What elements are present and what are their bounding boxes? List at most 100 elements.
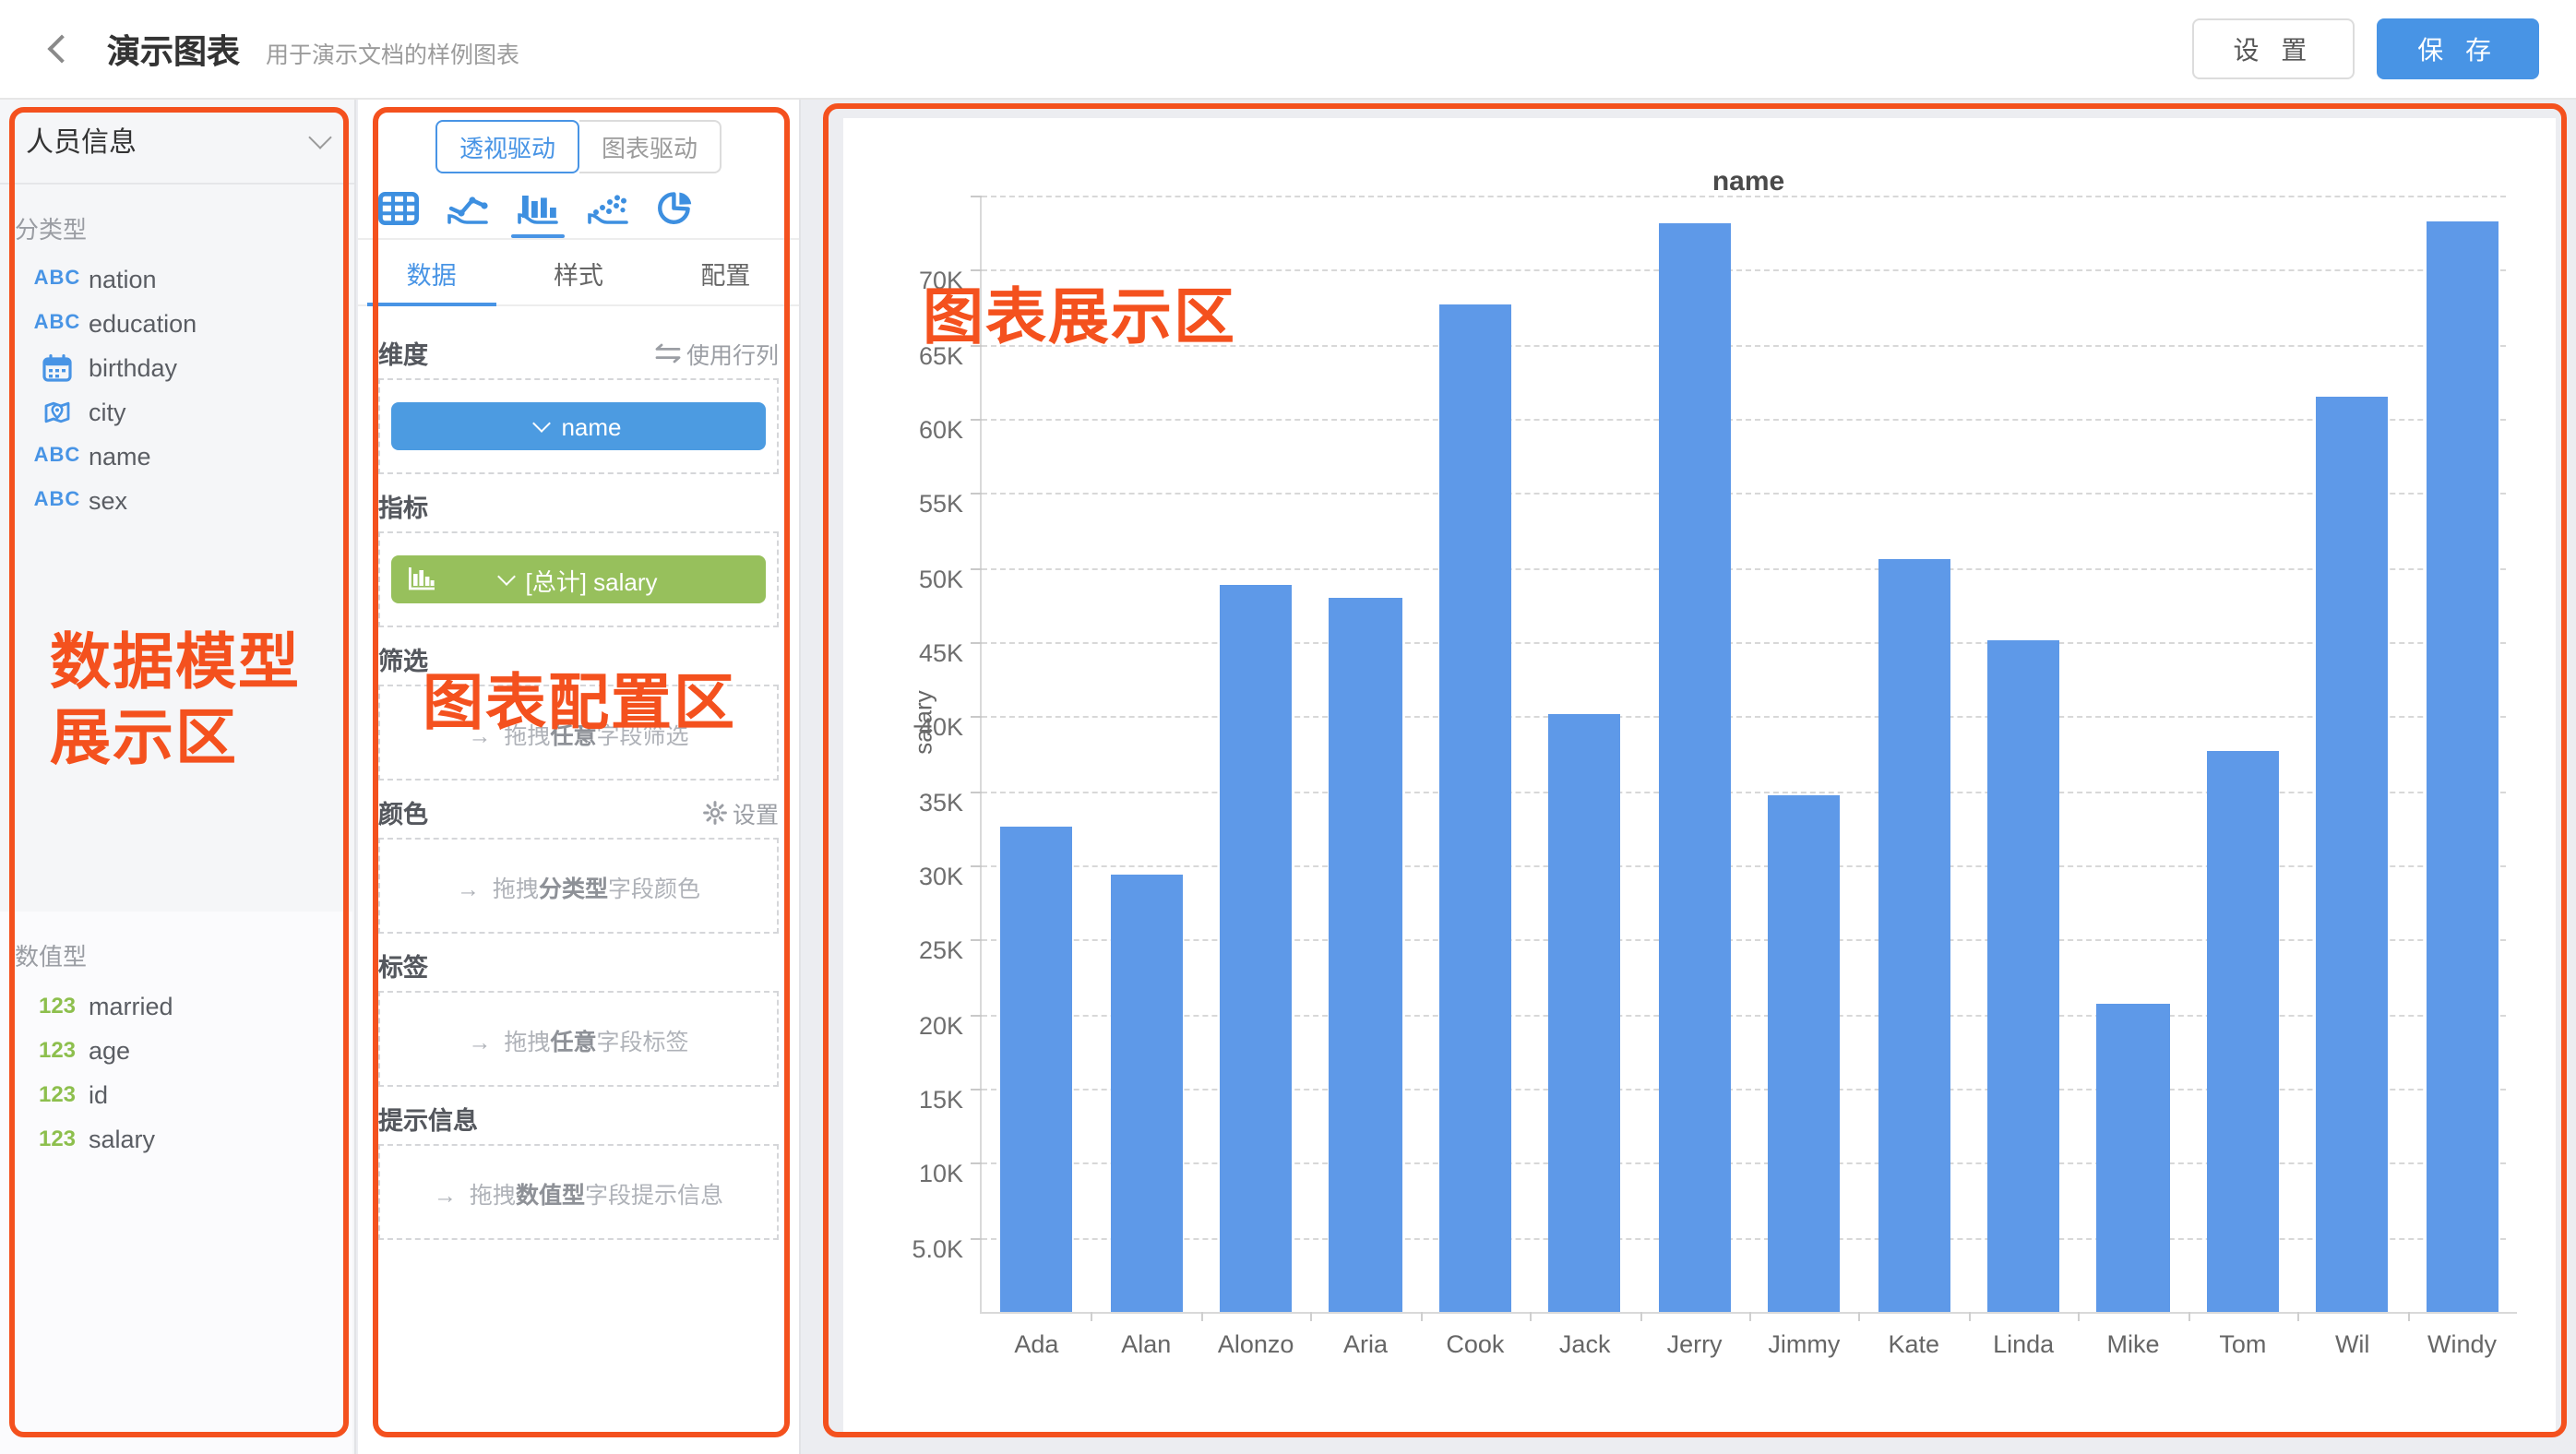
y-tick — [971, 269, 982, 272]
metric-label: 指标 — [378, 495, 428, 522]
bar-Ada — [1000, 827, 1073, 1312]
tooltip-hint: → 拖拽数值型字段提示信息 — [434, 1182, 723, 1208]
tooltip-section-label: 提示信息 — [378, 1107, 478, 1135]
label-dropzone[interactable]: → 拖拽任意字段标签 — [378, 991, 779, 1087]
x-tick — [1640, 1312, 1642, 1321]
pie-icon[interactable] — [657, 190, 694, 238]
bar-Alonzo — [1219, 585, 1293, 1312]
color-label: 颜色 — [378, 801, 428, 828]
y-axis-tick-label: 15K — [918, 1086, 963, 1114]
field-age[interactable]: 123 age — [38, 1036, 131, 1064]
metric-chip-salary[interactable]: [总计] salary — [391, 555, 766, 603]
line-chart-icon[interactable] — [447, 192, 489, 238]
x-tick — [1091, 1312, 1093, 1321]
bar-Aria — [1329, 597, 1402, 1312]
field-birthday[interactable]: birthday — [0, 345, 354, 389]
numeric-section-label: 数值型 — [15, 943, 88, 971]
dimension-dropzone[interactable]: name — [378, 378, 779, 474]
mode-switch: 透视驱动 图表驱动 — [358, 120, 799, 173]
chevron-left-icon — [46, 34, 76, 64]
gridline — [982, 1014, 2506, 1017]
chart-type-toolbar — [358, 173, 799, 240]
gridline — [982, 493, 2506, 495]
y-tick — [971, 642, 982, 644]
dimension-chip-name[interactable]: name — [391, 402, 766, 450]
tab-chart-driven[interactable]: 图表驱动 — [579, 120, 722, 173]
top-header: 演示图表 用于演示文档的样例图表 设 置 保 存 — [0, 0, 2576, 100]
x-axis-tick-label: Alonzo — [1217, 1330, 1294, 1358]
y-axis-tick-label: 35K — [918, 788, 963, 816]
settings-button[interactable]: 设 置 — [2192, 18, 2355, 79]
bar-chart-mini-icon — [408, 566, 435, 590]
filter-hint: → 拖拽任意字段筛选 — [468, 722, 689, 748]
x-tick — [2297, 1312, 2300, 1321]
bar-chart-icon[interactable] — [511, 192, 565, 238]
abc-icon: ABC — [33, 312, 81, 334]
tab-style[interactable]: 样式 — [554, 262, 603, 290]
bar-Windy — [2426, 220, 2498, 1312]
y-axis-tick-label: 70K — [918, 267, 963, 295]
y-axis-tick-label: 50K — [918, 565, 963, 593]
metric-dropzone[interactable]: [总计] salary — [378, 531, 779, 627]
abc-icon: ABC — [33, 268, 81, 290]
filter-label: 筛选 — [378, 648, 428, 675]
color-settings-link[interactable]: 设置 — [703, 794, 779, 829]
y-tick — [971, 344, 982, 347]
field-education[interactable]: ABC education — [33, 309, 197, 337]
x-tick — [1420, 1312, 1423, 1321]
y-axis-tick-label: 55K — [918, 490, 963, 518]
data-model-sidebar: 人员信息 分类型 ABC nation ABC education — [0, 100, 356, 1454]
123-icon: 123 — [38, 1081, 77, 1107]
chart-config-panel: 透视驱动 图表驱动 — [358, 100, 801, 1454]
scatter-icon[interactable] — [587, 192, 629, 238]
y-axis-tick-label: 40K — [918, 713, 963, 742]
y-axis-tick-label: 30K — [918, 863, 963, 890]
y-axis-tick-label: 60K — [918, 416, 963, 444]
field-salary[interactable]: 123 salary — [38, 1125, 156, 1152]
field-nation[interactable]: ABC nation — [33, 265, 157, 292]
x-axis-tick-label: Aria — [1342, 1330, 1389, 1358]
y-tick — [971, 493, 982, 495]
x-tick — [1968, 1312, 1971, 1321]
x-tick — [1310, 1312, 1313, 1321]
field-sex[interactable]: ABC sex — [33, 486, 128, 514]
chart-card: name salary 5.0K 10K 15K 20K 25K 30K 35K 40K 45K… — [843, 118, 2556, 1432]
gridline — [982, 1237, 2506, 1240]
use-row-col-link[interactable]: 使用行列 — [655, 335, 779, 370]
tab-data[interactable]: 数据 — [358, 240, 505, 306]
field-city[interactable]: city — [0, 389, 354, 434]
filter-dropzone[interactable]: → 拖拽任意字段筛选 — [378, 685, 779, 781]
field-id[interactable]: 123 id — [38, 1080, 109, 1108]
gridline — [982, 642, 2506, 644]
tab-config[interactable]: 配置 — [700, 262, 751, 290]
bar-chart-plot: 5.0K 10K 15K 20K 25K 30K 35K 40K 45K 50K 55K 60K 65K… — [912, 196, 2517, 1358]
bar-Kate — [1878, 558, 1950, 1312]
back-button[interactable] — [37, 25, 85, 73]
color-dropzone[interactable]: → 拖拽分类型字段颜色 — [378, 838, 779, 934]
save-button[interactable]: 保 存 — [2377, 18, 2539, 79]
bar-Cook — [1438, 304, 1512, 1312]
y-tick — [971, 865, 982, 867]
x-axis-tick-label: Ada — [1014, 1330, 1059, 1358]
y-tick — [971, 1089, 982, 1090]
calendar-icon — [26, 353, 89, 381]
x-axis-tick-label: Jack — [1558, 1330, 1611, 1358]
x-tick — [1530, 1312, 1532, 1321]
gear-icon — [703, 800, 727, 824]
chart-title: name — [1711, 166, 1785, 197]
y-axis-tick-label: 45K — [918, 639, 963, 667]
tooltip-dropzone[interactable]: → 拖拽数值型字段提示信息 — [378, 1144, 779, 1240]
tab-pivot-driven[interactable]: 透视驱动 — [435, 120, 579, 173]
gridline — [982, 344, 2506, 347]
bar-Linda — [1986, 640, 2060, 1312]
field-married[interactable]: 123 married — [38, 992, 173, 1019]
field-name[interactable]: ABC name — [33, 442, 151, 470]
table-icon[interactable] — [378, 192, 419, 238]
dataset-selector[interactable]: 人员信息 — [0, 100, 354, 185]
gridline — [982, 196, 2506, 197]
y-axis-tick-label: 20K — [918, 1011, 963, 1040]
123-icon: 123 — [38, 1126, 77, 1151]
x-axis-tick-label: Windy — [2427, 1330, 2498, 1358]
bar-Mike — [2096, 1004, 2170, 1312]
x-axis-tick-label: Tom — [2219, 1330, 2267, 1358]
